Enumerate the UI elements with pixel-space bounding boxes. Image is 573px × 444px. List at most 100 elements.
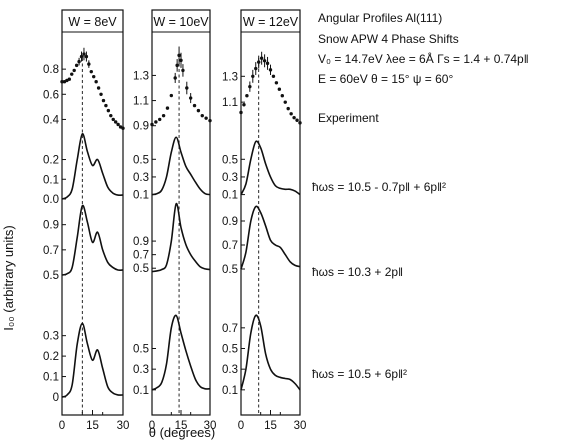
y-tick-label: 0.7	[43, 245, 59, 257]
experiment-point	[242, 103, 246, 107]
experiment-point	[257, 60, 261, 64]
experiment-point	[60, 80, 64, 84]
experiment-point	[116, 122, 120, 127]
y-tick-label: 0.1	[133, 190, 149, 202]
experiment-point	[283, 100, 287, 104]
row-label-model-3: ħωs = 10.5 + 6p‖²	[312, 367, 407, 381]
experiment-point	[79, 54, 84, 59]
experiment-point	[96, 86, 101, 90]
theory-curve	[151, 202, 211, 273]
theory-curve	[61, 322, 124, 398]
header-line-2: Snow APW 4 Phase Shifts	[318, 32, 459, 46]
theory-curve	[151, 314, 211, 391]
y-tick-label: 0.5	[222, 264, 238, 276]
header-line-1: Angular Profiles Al(111)	[318, 11, 442, 25]
y-tick-label: 1.3	[222, 71, 238, 83]
y-tick-label: 0.4	[43, 114, 60, 126]
experiment-point	[192, 103, 197, 108]
row-labels: Experiment ħωs = 10.5 - 0.7p‖ + 6p‖² ħωs…	[312, 111, 446, 381]
y-tick-label: 0.1	[222, 385, 238, 397]
experiment-point	[208, 118, 212, 123]
experiment-point	[286, 106, 290, 111]
experiment-point	[89, 69, 93, 74]
experiment-point	[245, 93, 249, 98]
y-tick-label: 1.3	[133, 70, 149, 82]
y-tick-label: 0.5	[222, 344, 238, 356]
x-tick-label: 15	[86, 420, 99, 432]
y-tick-label: 0.0	[43, 194, 59, 206]
experiment-point	[74, 63, 79, 68]
theory-curve	[240, 140, 301, 196]
experiment-point	[109, 113, 113, 118]
experiment-point	[150, 122, 154, 127]
experiment-point	[99, 92, 103, 96]
y-tick-label: 0.5	[133, 344, 149, 356]
experiment-point	[165, 106, 170, 110]
experiment-point	[289, 112, 293, 116]
panel-1-title: W = 8eV	[68, 15, 117, 29]
y-tick-label: 0.9	[43, 220, 59, 232]
y-tick-label: 0	[53, 392, 59, 404]
theory-curve	[151, 136, 211, 196]
x-tick-label: 0	[238, 420, 244, 432]
experiment-point	[271, 74, 276, 79]
experiment-point	[298, 121, 302, 125]
row-label-model-1: ħωs = 10.5 - 0.7p‖ + 6p‖²	[312, 180, 446, 194]
experiment-point	[113, 120, 118, 124]
experiment-point	[280, 93, 284, 98]
y-tick-label: 0.7	[222, 323, 238, 335]
experiment-point	[179, 58, 183, 63]
experiment-point	[262, 59, 267, 63]
x-tick-label: 15	[264, 420, 277, 432]
theory-curve	[240, 205, 301, 270]
y-tick-label: 0.5	[133, 263, 149, 275]
experiment-point	[87, 62, 91, 66]
x-tick-label: 0	[59, 420, 65, 432]
experiment-point	[175, 63, 179, 68]
header-line-4: E = 60eV θ = 15° ψ = 60°	[318, 72, 453, 86]
experiment-point	[173, 76, 177, 80]
experiment-point	[77, 59, 81, 64]
experiment-point	[277, 87, 282, 91]
experiment-point	[254, 66, 258, 71]
experiment-point	[181, 68, 185, 73]
panel-2-title: W = 10eV	[153, 15, 209, 29]
y-tick-label: 0.5	[222, 154, 238, 166]
experiment-point	[70, 72, 74, 76]
experiment-point	[111, 117, 115, 122]
experiment-point	[265, 61, 270, 66]
experiment-point	[274, 81, 279, 85]
x-tick-label: 30	[117, 420, 130, 432]
y-tick-label: 0.1	[133, 385, 149, 397]
theory-curve	[61, 133, 124, 200]
y-tick-label: 0.9	[222, 216, 238, 228]
experiment-point	[106, 108, 111, 113]
experiment-point	[177, 53, 181, 58]
x-tick-label: 15	[175, 420, 188, 432]
figure-header: Angular Profiles Al(111) Snow APW 4 Phas…	[318, 11, 529, 86]
experiment-point	[92, 74, 96, 79]
y-tick-label: 0.2	[43, 351, 59, 363]
y-tick-label: 0.9	[133, 121, 149, 133]
panel-3-title: W = 12eV	[243, 15, 299, 29]
x-tick-label: 0	[149, 420, 155, 432]
experiment-point	[188, 96, 193, 100]
header-line-3: V₀ = 14.7eV λee = 6Å Γs = 1.4 + 0.74p‖	[318, 51, 529, 66]
y-tick-label: 0.7	[222, 240, 238, 252]
y-tick-label: 0.7	[133, 250, 149, 262]
y-tick-label: 0.3	[43, 331, 59, 343]
experiment-point	[239, 110, 243, 115]
experiment-point	[200, 113, 204, 118]
x-axis-label: θ (degrees)	[149, 425, 215, 440]
theory-curve	[240, 314, 301, 391]
experiment-point	[94, 80, 98, 84]
y-tick-label: 1.1	[133, 96, 149, 108]
experiment-point	[248, 84, 252, 89]
y-axis-label: I₀₀ (arbitrary units)	[1, 225, 16, 330]
panel-2-frame	[151, 9, 211, 416]
x-tick-label: 30	[204, 420, 217, 432]
y-tick-label: 0.3	[133, 172, 149, 184]
y-tick-label: 0.1	[43, 372, 59, 384]
